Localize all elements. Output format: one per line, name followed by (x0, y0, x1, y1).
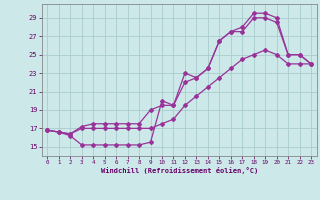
X-axis label: Windchill (Refroidissement éolien,°C): Windchill (Refroidissement éolien,°C) (100, 167, 258, 174)
